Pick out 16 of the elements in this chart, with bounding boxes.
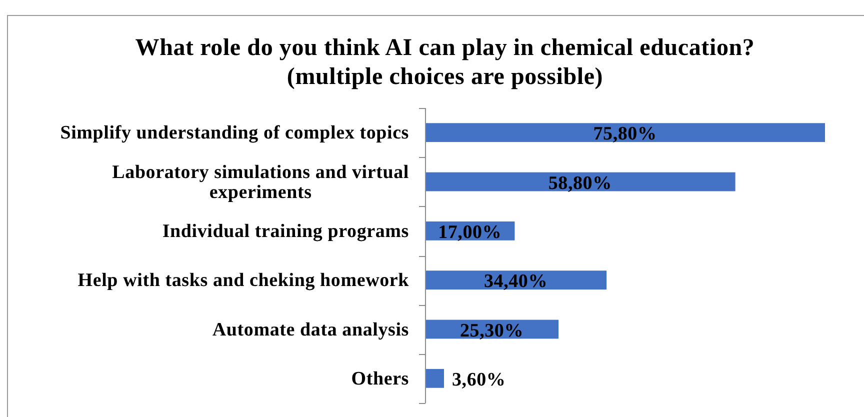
data-label: 58,80% <box>548 172 612 194</box>
data-label: 3,60% <box>452 369 506 390</box>
data-label: 75,80% <box>593 124 657 145</box>
y-tick-label: Automate data analysis <box>212 318 409 340</box>
bar <box>425 368 444 388</box>
bar <box>425 123 825 142</box>
data-label: 25,30% <box>460 320 524 342</box>
chart-title: What role do you think AI can play in chemical education? (multiple choices are possible) <box>135 35 755 90</box>
y-tick-label: Laboratory simulations and virtual experiments <box>112 161 410 202</box>
bar <box>425 172 736 192</box>
data-label: 17,00% <box>438 222 502 243</box>
y-tick-label: Individual training programs <box>162 220 409 242</box>
y-tick-label: Help with tasks and cheking homework <box>78 270 410 291</box>
y-tick-label: Others <box>351 368 409 389</box>
y-tick-label: Simplify understanding of complex topics <box>60 122 409 144</box>
data-label: 34,40% <box>484 271 548 292</box>
